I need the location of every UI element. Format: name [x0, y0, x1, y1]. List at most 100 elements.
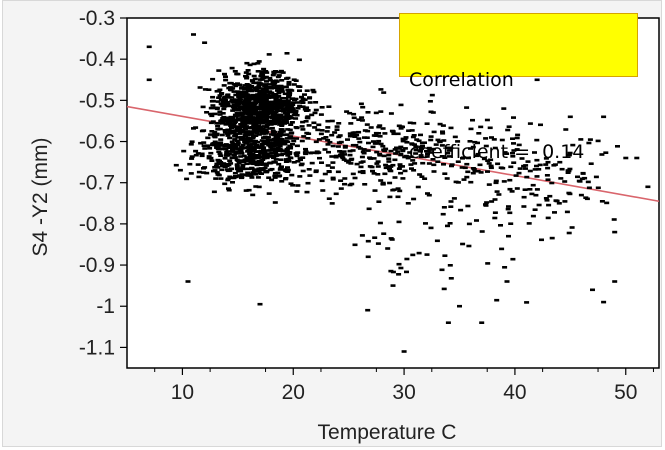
data-point: [509, 190, 515, 193]
data-point: [285, 151, 291, 154]
data-point: [187, 162, 193, 166]
data-point: [329, 119, 335, 123]
data-point: [273, 70, 278, 73]
data-point: [235, 159, 241, 162]
data-point: [229, 167, 234, 171]
data-point: [261, 153, 267, 157]
data-point: [265, 112, 271, 116]
data-point: [286, 91, 292, 94]
data-point: [460, 157, 465, 160]
data-point: [217, 127, 223, 131]
data-point: [288, 135, 294, 138]
axes-layer: 10 20 30 40 50 -0.3 -0.4 -0.5 -0.6 -0.7 -0.8 -0.9 -1…: [79, 7, 654, 404]
data-point: [232, 70, 238, 73]
data-point: [278, 100, 284, 104]
data-point: [578, 193, 584, 197]
data-point: [549, 181, 555, 185]
data-point: [219, 164, 225, 168]
data-point: [340, 156, 346, 160]
data-point: [221, 84, 227, 87]
data-point: [558, 177, 564, 180]
data-point: [299, 125, 305, 128]
data-point: [240, 163, 246, 167]
data-point: [277, 133, 282, 136]
data-point: [475, 152, 481, 156]
data-point: [226, 96, 232, 99]
data-point: [423, 222, 428, 225]
y-tick-label: -0.9: [79, 254, 115, 277]
data-point: [216, 173, 222, 177]
data-point: [413, 148, 419, 152]
data-point: [265, 120, 271, 124]
data-point: [494, 298, 500, 302]
data-point: [267, 78, 273, 82]
data-point: [398, 127, 404, 130]
data-point: [256, 185, 262, 189]
data-point: [336, 122, 342, 125]
data-point: [479, 321, 485, 324]
data-point: [250, 130, 256, 133]
data-point: [250, 79, 256, 83]
data-point: [184, 177, 190, 181]
data-point: [275, 146, 281, 150]
data-point: [231, 153, 237, 157]
data-point: [534, 188, 540, 191]
data-point: [348, 122, 354, 125]
data-point: [478, 125, 484, 129]
data-point: [431, 163, 437, 167]
data-point: [250, 107, 256, 110]
data-point: [253, 185, 259, 188]
data-point: [288, 132, 294, 135]
data-point: [364, 136, 370, 139]
data-point: [373, 131, 379, 135]
data-point: [220, 112, 226, 115]
data-point: [418, 133, 423, 137]
data-point: [559, 167, 565, 171]
data-point: [253, 101, 259, 105]
data-point: [199, 154, 205, 158]
data-point: [444, 177, 450, 180]
data-point: [377, 221, 383, 225]
data-point: [233, 151, 239, 154]
data-point: [397, 189, 403, 193]
data-point: [266, 155, 272, 158]
data-point: [351, 112, 357, 116]
data-point: [300, 101, 306, 104]
data-point: [282, 92, 288, 96]
data-point: [185, 280, 191, 283]
data-point: [409, 143, 415, 146]
data-point: [229, 66, 235, 70]
data-point: [254, 146, 259, 149]
data-point: [418, 155, 424, 159]
data-point: [375, 242, 381, 245]
data-point: [323, 136, 329, 139]
data-point: [474, 219, 479, 222]
data-point: [230, 142, 236, 146]
data-point: [245, 171, 251, 175]
points-layer: [146, 33, 651, 353]
data-point: [279, 79, 285, 82]
data-point: [220, 122, 226, 125]
data-point: [595, 186, 601, 190]
data-point: [396, 147, 402, 150]
data-point: [229, 96, 235, 99]
data-point: [396, 273, 402, 276]
data-point: [277, 135, 283, 138]
data-point: [300, 156, 306, 159]
data-point: [364, 123, 370, 126]
data-point: [285, 128, 291, 131]
data-point: [208, 133, 214, 136]
data-point: [217, 110, 223, 114]
data-point: [270, 73, 276, 77]
data-point: [217, 94, 223, 97]
data-point: [220, 100, 226, 103]
data-point: [217, 113, 223, 116]
data-point: [248, 85, 254, 89]
data-point: [313, 169, 319, 172]
data-point: [218, 144, 224, 147]
data-point: [294, 144, 300, 148]
data-point: [271, 107, 277, 111]
data-point: [404, 270, 409, 274]
data-point: [566, 169, 572, 173]
data-point: [285, 154, 291, 157]
